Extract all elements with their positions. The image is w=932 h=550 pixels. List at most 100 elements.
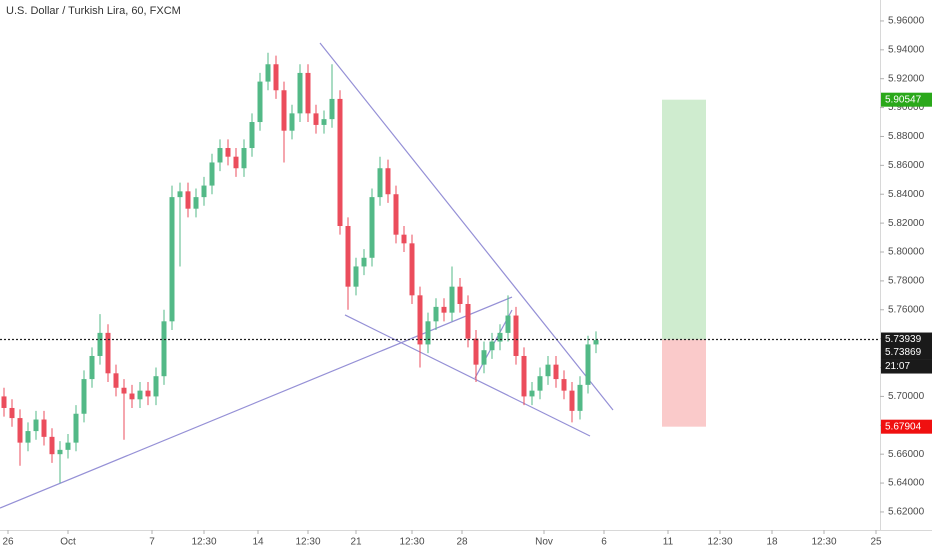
x-tick-label: 28 [456,537,468,548]
candle-body [385,168,391,195]
candle-body [369,197,375,258]
x-tick-label: 12:30 [707,537,732,548]
candle-body [465,303,471,339]
candle-body [401,234,407,244]
candle-body [113,373,119,388]
candle-body [233,156,239,169]
candle-body [177,191,183,198]
candle-body [529,390,535,397]
candle-body [153,376,159,397]
x-tick-label: 6 [601,537,607,548]
candle-body [321,119,327,125]
candle-body [289,113,295,131]
candle-body [9,407,15,419]
x-tick-label: 12:30 [191,537,216,548]
candle-body [193,197,199,209]
candle-body [361,257,367,267]
candle-body [241,148,247,169]
stop-tag: 5.67904 [885,421,922,432]
candle-body [41,419,47,437]
chart-title: U.S. Dollar / Turkish Lira, 60, FXCM [6,5,181,17]
target-tag-bg [881,92,932,107]
candle-body [1,396,7,408]
candle-body [89,355,95,380]
last-price-tag: 5.73939 [885,334,922,345]
y-tick-label: 5.94000 [888,44,925,55]
x-tick-label: 12:30 [811,537,836,548]
candle-body [137,390,143,400]
loss-zone [662,339,706,427]
candle-body [169,197,175,322]
candle-body [281,90,287,131]
candle-body [201,185,207,198]
candle-body [337,98,343,227]
candle-body [513,315,519,356]
candle-body [73,413,79,443]
candle-body [489,341,495,351]
y-tick-label: 5.90000 [888,102,925,113]
candle-body [185,191,191,209]
candle-body [25,431,31,443]
candle-body [577,384,583,411]
candle-body [33,419,39,432]
target-tag: 5.90547 [885,94,922,105]
y-tick-label: 5.64000 [888,478,925,489]
candle-body [129,393,135,400]
candle-body [249,122,255,149]
x-tick-label: 21 [350,537,362,548]
candle-body [457,286,463,304]
candle-body [57,449,63,455]
candle-body [217,148,223,163]
candle-body [273,64,279,91]
candle-body [145,390,151,397]
candle-body [481,350,487,365]
y-tick-label: 5.70000 [888,391,925,402]
y-tick-label: 5.92000 [888,73,925,84]
candle-body [393,194,399,235]
y-tick-label: 5.88000 [888,131,925,142]
y-tick-label: 5.80000 [888,247,925,258]
bid-price-tag-bg [881,345,932,360]
x-tick-label: 18 [766,537,778,548]
x-tick-label: Nov [535,537,553,548]
x-tick-label: 7 [149,537,155,548]
candle-body [441,306,447,313]
countdown-tag-bg [881,359,932,374]
candle-body [257,81,263,123]
x-tick-label: 25 [870,537,882,548]
candle-body [537,376,543,391]
y-tick-label: 5.78000 [888,276,925,287]
candle-body [497,332,503,342]
y-tick-label: 5.86000 [888,160,925,171]
candle-body [425,321,431,345]
candle-body [433,306,439,322]
candle-body [297,72,303,114]
candle-body [409,243,415,296]
candle-body [313,113,319,125]
stop-tag-bg [881,419,932,434]
candle-body [97,332,103,356]
x-tick-label: 26 [2,537,14,548]
candle-body [265,64,271,82]
y-tick-label: 5.96000 [888,16,925,27]
candle-body [225,148,231,157]
candle-body [545,364,551,377]
candle-body [505,315,511,333]
y-tick-label: 5.66000 [888,449,925,460]
countdown-tag: 21:07 [885,361,910,372]
trend-line [344,314,591,437]
candle-body [305,72,311,114]
candle-body [329,98,335,120]
x-tick-label: 14 [252,537,264,548]
x-tick-label: 11 [663,537,674,548]
candle-body [417,295,423,345]
candle-body [377,168,383,198]
candle-body [65,442,71,450]
candle-body [209,162,215,186]
trend-line [319,42,614,411]
candle-body [561,379,567,391]
y-tick-label: 5.84000 [888,189,925,200]
candle-body [593,340,599,345]
